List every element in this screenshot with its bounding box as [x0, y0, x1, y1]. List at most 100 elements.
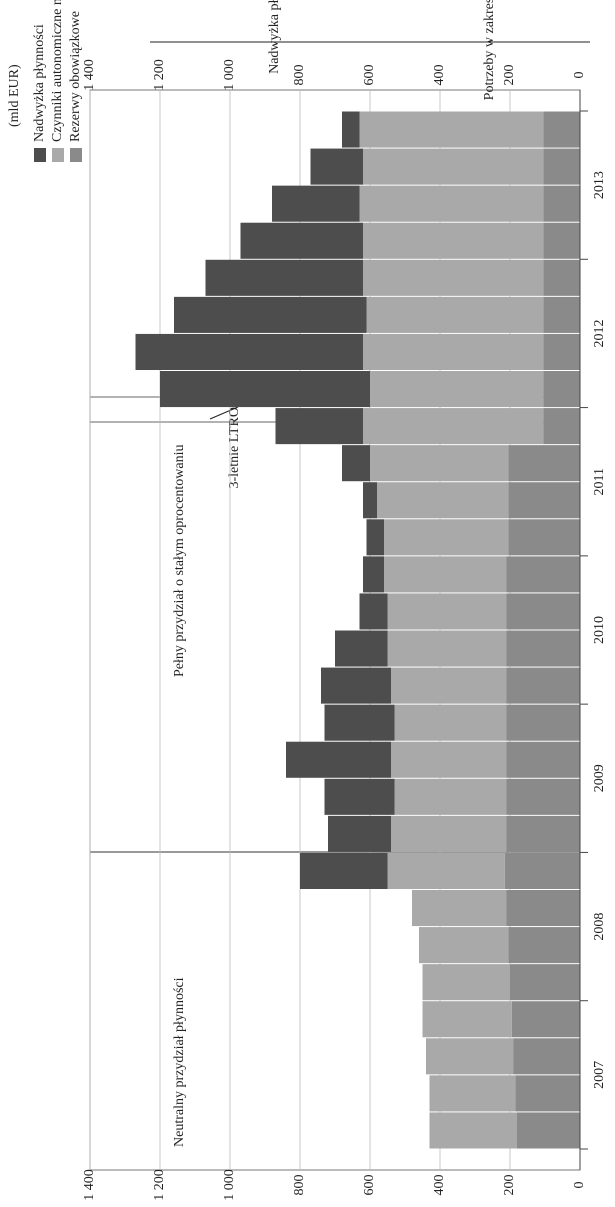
- x-tick-label: 2013: [592, 171, 607, 199]
- bar-segment: [359, 593, 388, 630]
- bar-segment: [370, 445, 509, 482]
- bar-segment: [342, 445, 370, 482]
- bar-segment: [300, 852, 388, 889]
- y-tick-label: 1 200: [152, 1169, 167, 1201]
- bar-segment: [543, 148, 580, 185]
- y-tick-label: 200: [502, 65, 517, 86]
- bar-segment: [543, 259, 580, 296]
- legend-label: Czynniki autonomiczne netto: [50, 0, 65, 142]
- x-tick-label: 2008: [592, 913, 607, 941]
- bar-segment: [370, 370, 544, 408]
- bar-segment: [506, 890, 580, 927]
- bar-segment: [412, 890, 507, 927]
- bar-segment: [363, 259, 544, 296]
- bar-segment: [328, 815, 391, 852]
- bar-segment: [391, 741, 507, 778]
- annotation: Pełny przydział o stałym oprocentowaniu: [172, 445, 187, 678]
- bar-segment: [310, 148, 363, 185]
- bar-segment: [363, 408, 544, 445]
- bar-segment: [543, 408, 580, 445]
- bar-segment: [543, 222, 580, 259]
- bar-segment: [394, 704, 507, 741]
- bar-segment: [508, 482, 580, 519]
- bar-segment: [366, 519, 384, 556]
- x-tick-label: 2009: [592, 764, 607, 792]
- bar-segment: [384, 519, 509, 556]
- bar-segment: [359, 111, 544, 148]
- y-tick-label: 800: [292, 1175, 307, 1196]
- legend-label: Nadwyżka płynności: [32, 24, 47, 142]
- bar-segment: [426, 1038, 514, 1075]
- bar-segment: [506, 630, 580, 667]
- bar-segment: [394, 778, 507, 815]
- bar-segment: [363, 333, 544, 370]
- bar-segment: [506, 778, 580, 815]
- bar-segment: [342, 111, 360, 148]
- bar-segment: [174, 296, 367, 333]
- bar-segment: [275, 408, 363, 445]
- bar-segment: [335, 630, 388, 667]
- bar-segment: [511, 1001, 580, 1038]
- x-tick-label: 2010: [592, 616, 607, 644]
- bar-segment: [508, 519, 580, 556]
- legend-label: Rezerwy obowiązkowe: [68, 11, 83, 142]
- bar-segment: [324, 778, 395, 815]
- x-tick-label: 2011: [592, 468, 607, 495]
- x-tick-label: 2007: [592, 1061, 607, 1089]
- y-tick-label: 0: [572, 1182, 587, 1189]
- bar-segment: [240, 222, 363, 259]
- bar-segment: [387, 630, 507, 667]
- y-tick-label: 400: [432, 1175, 447, 1196]
- annotation: 3-letnie LTRO: [227, 407, 242, 489]
- bar-segment: [391, 667, 507, 704]
- y-tick-label: 1 400: [82, 59, 97, 91]
- bar-segment: [363, 556, 384, 593]
- legend-swatch: [52, 148, 64, 162]
- bar-segment: [384, 556, 507, 593]
- y-tick-label: 1 000: [222, 1169, 237, 1201]
- bar-segment: [543, 370, 580, 408]
- bar-segment: [359, 185, 544, 222]
- bar-segment: [504, 852, 580, 889]
- y-tick-label: 1 000: [222, 59, 237, 91]
- side-label: Potrzeby w zakresie płynności: [482, 0, 497, 100]
- bar-segment: [387, 852, 505, 889]
- unit: (mld EUR): [7, 64, 22, 127]
- bar-segment: [543, 185, 580, 222]
- y-tick-label: 1 200: [152, 59, 167, 91]
- bar-segment: [506, 667, 580, 704]
- bar-segment: [366, 296, 544, 333]
- annotation: Neutralny przydział płynności: [172, 977, 187, 1147]
- bar-segment: [508, 445, 580, 482]
- bar-segment: [363, 222, 544, 259]
- bar-segment: [543, 111, 580, 148]
- y-tick-label: 0: [572, 72, 587, 79]
- bar-segment: [363, 482, 377, 519]
- bar-segment: [506, 556, 580, 593]
- bar-segment: [543, 333, 580, 370]
- bar-segment: [160, 370, 370, 408]
- rotated-chart: Neutralny przydział płynności Pełny przy…: [7, 0, 607, 1201]
- bar-segment: [515, 1075, 580, 1112]
- bar-segment: [506, 815, 580, 852]
- bar-segment: [205, 259, 363, 296]
- bar-segment: [363, 148, 544, 185]
- bar-segment: [422, 1001, 512, 1038]
- bar-segment: [422, 964, 510, 1001]
- side-label: Nadwyżka płynności: [267, 0, 282, 74]
- y-tick-label: 400: [432, 65, 447, 86]
- bar-segment: [377, 482, 509, 519]
- bar-segment: [135, 333, 363, 370]
- bar-segment: [543, 296, 580, 333]
- y-tick-label: 600: [362, 1175, 377, 1196]
- bar-segment: [286, 741, 391, 778]
- bar-segment: [324, 704, 395, 741]
- bar-segment: [391, 815, 507, 852]
- bar-segment: [387, 593, 507, 630]
- y-tick-label: 1 400: [82, 1169, 97, 1201]
- legend-swatch: [34, 148, 46, 162]
- bar-segment: [429, 1075, 516, 1112]
- legend-swatch: [70, 148, 82, 162]
- bar-segment: [506, 593, 580, 630]
